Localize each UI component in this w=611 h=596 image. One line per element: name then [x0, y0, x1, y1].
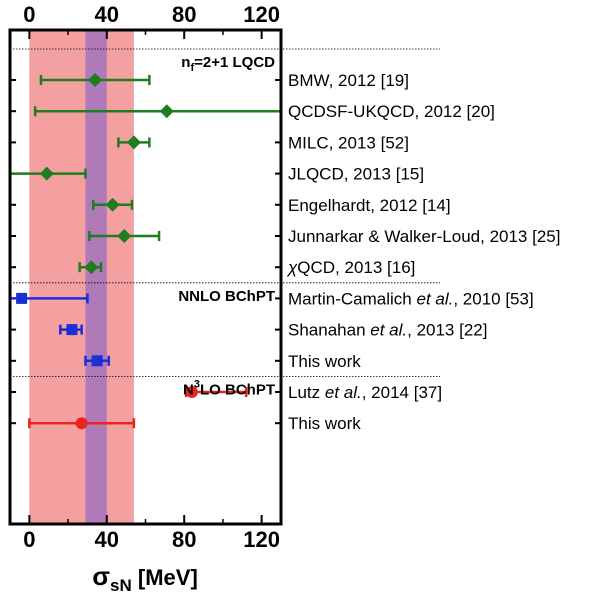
- row-label-main: JLQCD, 2013 [15]: [288, 165, 424, 184]
- row-label-main: This work: [288, 414, 361, 433]
- band-wide: [29, 30, 134, 524]
- row-label: JLQCD, 2013 [15]: [288, 165, 424, 184]
- dividers-layer: [10, 48, 440, 377]
- row-label-suffix: , 2010 [53]: [453, 289, 533, 308]
- x-tick-label-bottom: 0: [23, 527, 35, 552]
- x-axis-label-unit: [MeV]: [132, 565, 198, 590]
- x-tick-label-bottom: 120: [243, 527, 280, 552]
- x-tick-label-top: 40: [95, 2, 119, 27]
- group-label-main: N: [183, 381, 194, 398]
- row-label: χQCD, 2013 [16]: [286, 258, 415, 277]
- group-label: nf=2+1 LQCD: [181, 54, 275, 74]
- x-axis-label-symbol: σ: [92, 561, 110, 591]
- group-label-main: NNLO BChPT: [178, 288, 275, 305]
- x-tick-label-top: 0: [23, 2, 35, 27]
- row-label: QCDSF-UKQCD, 2012 [20]: [288, 102, 495, 121]
- row-label-etal: et al.: [370, 321, 407, 340]
- row-label-main: This work: [288, 352, 361, 371]
- row-label-main: Lutz: [288, 383, 320, 402]
- row-label: This work: [288, 352, 361, 371]
- group-label: NNLO BChPT: [178, 288, 275, 305]
- x-axis-label-subscript: sN: [110, 576, 132, 595]
- row-label: Engelhardt, 2012 [14]: [288, 196, 451, 215]
- row-label-prefix: χ: [286, 258, 298, 277]
- row-label-main: Shanahan: [288, 321, 366, 340]
- row-label-suffix: , 2013 [22]: [407, 321, 487, 340]
- band-narrow: [85, 30, 107, 524]
- x-axis-label: σsN [MeV]: [92, 561, 198, 595]
- row-label: MILC, 2013 [52]: [288, 133, 409, 152]
- group-label-main: n: [181, 54, 190, 71]
- labels-layer: nf=2+1 LQCD NNLO BChPT N3LO BChPT 0 0 40 40 80 8…: [23, 2, 560, 552]
- x-tick-label-bottom: 80: [172, 527, 196, 552]
- data-point-diamond: [126, 135, 141, 150]
- row-label-main: Engelhardt, 2012 [14]: [288, 196, 451, 215]
- x-tick-label-bottom: 40: [95, 527, 119, 552]
- x-tick-label-top: 80: [172, 2, 196, 27]
- row-label-main: Junnarkar & Walker-Loud, 2013 [25]: [288, 227, 560, 246]
- data-point-diamond: [88, 73, 103, 87]
- data-point-diamond: [159, 104, 174, 119]
- row-label: Shanahan et al., 2013 [22]: [288, 321, 487, 340]
- group-label: N3LO BChPT: [183, 378, 275, 398]
- row-label-main: Martin-Camalich: [288, 289, 412, 308]
- row-label-suffix: , 2014 [37]: [362, 383, 442, 402]
- group-label-superscript: 3: [194, 378, 200, 390]
- row-label: Junnarkar & Walker-Loud, 2013 [25]: [288, 227, 560, 246]
- row-label: Lutz et al., 2014 [37]: [288, 383, 442, 402]
- data-point-diamond: [39, 166, 54, 181]
- data-point-circle: [185, 386, 198, 398]
- group-label-rest: =2+1 LQCD: [194, 54, 275, 71]
- data-point-circle: [75, 417, 88, 430]
- data-point-diamond: [105, 197, 120, 212]
- data-point-square: [16, 292, 28, 304]
- row-label: This work: [288, 414, 361, 433]
- row-label-main: QCD, 2013 [16]: [297, 258, 415, 277]
- x-tick-label-top: 120: [243, 2, 280, 27]
- row-label-main: QCDSF-UKQCD, 2012 [20]: [288, 102, 495, 121]
- row-label-etal: et al.: [325, 383, 362, 402]
- row-label-main: BMW, 2012 [19]: [288, 71, 409, 90]
- data-point-square: [66, 324, 78, 336]
- row-label-etal: et al.: [416, 289, 453, 308]
- points-layer: [8, 73, 283, 430]
- data-point-square: [91, 355, 103, 367]
- row-label: Martin-Camalich et al., 2010 [53]: [288, 289, 534, 308]
- plot-frame: [8, 28, 283, 526]
- data-point-diamond: [84, 260, 99, 275]
- group-label-rest: LO BChPT: [200, 381, 275, 398]
- row-label: BMW, 2012 [19]: [288, 71, 409, 90]
- data-point-diamond: [117, 229, 132, 243]
- bands-layer: [29, 30, 134, 524]
- row-label-main: MILC, 2013 [52]: [288, 133, 409, 152]
- group-label-subscript: f: [190, 62, 194, 74]
